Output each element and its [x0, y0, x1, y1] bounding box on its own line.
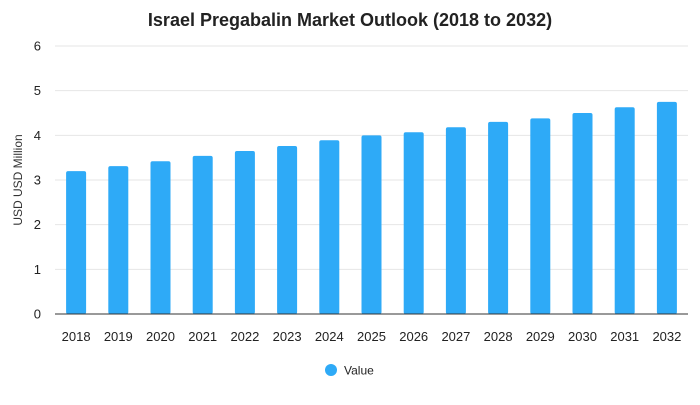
x-tick-label: 2027 — [441, 329, 470, 344]
x-tick-label: 2032 — [652, 329, 681, 344]
bar-2021[interactable] — [192, 155, 213, 314]
legend-swatch-value — [325, 364, 337, 376]
y-axis-label: USD USD Million — [11, 134, 25, 225]
x-tick-label: 2018 — [62, 329, 91, 344]
bar-2028[interactable] — [488, 121, 509, 314]
legend[interactable]: Value — [325, 364, 374, 378]
y-tick-label: 6 — [34, 39, 41, 54]
x-tick-label: 2024 — [315, 329, 344, 344]
bar-2032[interactable] — [656, 101, 677, 314]
x-tick-label: 2025 — [357, 329, 386, 344]
bar-2018[interactable] — [66, 171, 87, 314]
bar-2019[interactable] — [108, 166, 129, 314]
x-tick-label: 2028 — [484, 329, 513, 344]
x-tick-label: 2021 — [188, 329, 217, 344]
y-tick-label: 1 — [34, 262, 41, 277]
y-tick-label: 2 — [34, 217, 41, 232]
x-tick-label: 2020 — [146, 329, 175, 344]
y-tick-label: 5 — [34, 83, 41, 98]
x-tick-label: 2019 — [104, 329, 133, 344]
bar-2031[interactable] — [614, 107, 635, 315]
y-tick-label: 4 — [34, 128, 41, 143]
bar-2020[interactable] — [150, 161, 171, 314]
legend-label-value: Value — [344, 364, 374, 378]
bar-2022[interactable] — [234, 150, 255, 314]
bar-2029[interactable] — [530, 118, 551, 314]
x-tick-label: 2031 — [610, 329, 639, 344]
x-tick-label: 2023 — [273, 329, 302, 344]
bar-2024[interactable] — [319, 140, 340, 314]
bar-2026[interactable] — [403, 132, 424, 314]
y-tick-label: 3 — [34, 173, 41, 188]
x-tick-labels: 2018 2019 2020 2021 2022 2023 2024 2025 2026 2027… — [62, 329, 682, 344]
bar-2030[interactable] — [572, 113, 593, 314]
bar-2023[interactable] — [277, 146, 298, 314]
y-tick-labels: 0 1 2 3 4 5 6 — [34, 39, 41, 322]
x-tick-label: 2022 — [230, 329, 259, 344]
x-tick-label: 2029 — [526, 329, 555, 344]
bar-2025[interactable] — [361, 135, 382, 314]
x-tick-label: 2030 — [568, 329, 597, 344]
chart-title: Israel Pregabalin Market Outlook (2018 t… — [148, 10, 552, 30]
y-tick-label: 0 — [34, 307, 41, 322]
x-tick-label: 2026 — [399, 329, 428, 344]
bar-2027[interactable] — [445, 127, 466, 314]
bars — [66, 101, 677, 315]
